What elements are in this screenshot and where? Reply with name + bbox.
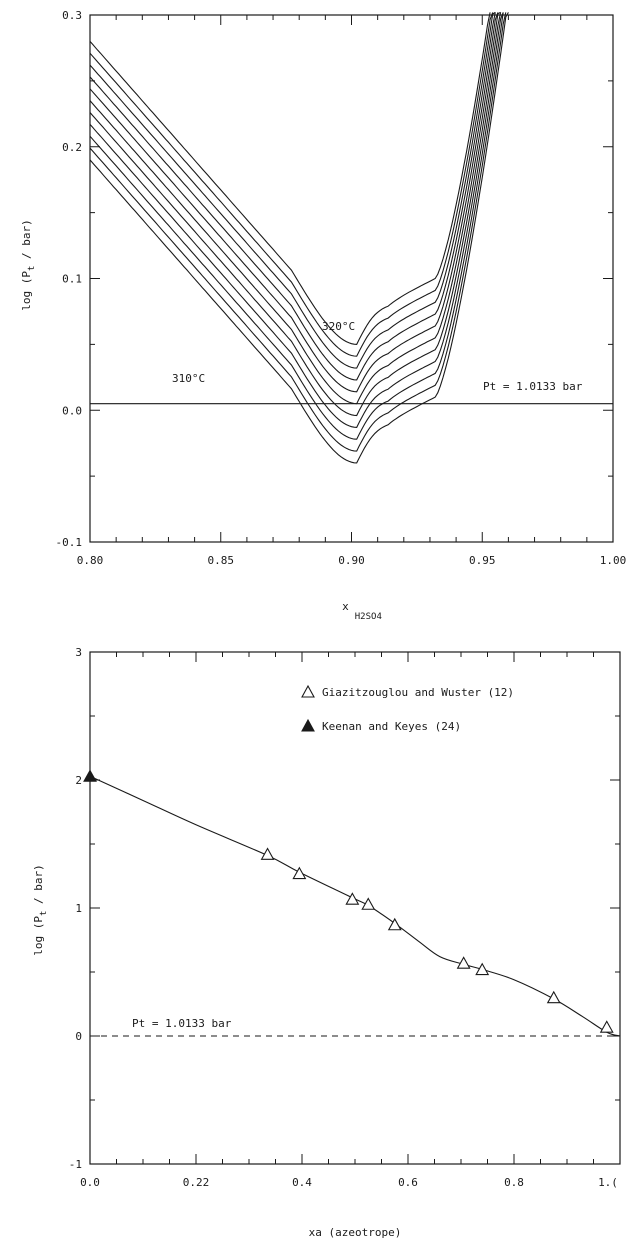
bottom-y-label-pre: log (P <box>32 916 45 956</box>
top-curve-line <box>89 12 507 452</box>
top-y-tick-label: 0.0 <box>62 404 82 417</box>
bottom-x-tick-label: 0.8 <box>504 1176 524 1189</box>
top-curve-line <box>89 12 496 381</box>
legend-filled-triangle-icon <box>301 718 315 732</box>
data-point-giazitzouglou <box>599 1020 614 1033</box>
bottom-x-tick-label: 0.4 <box>292 1176 312 1189</box>
legend-entry-giazitzouglou: Giazitzouglou and Wuster (12) <box>301 684 514 699</box>
legend-open-triangle-icon <box>301 684 315 698</box>
annotation-pt-line: Pt = 1.0133 bar <box>483 380 583 393</box>
bottom-data-points <box>83 769 614 1033</box>
top-curves <box>89 11 509 464</box>
annotation-310c: 310°C <box>172 372 205 385</box>
top-y-label-pre: log (P <box>20 271 33 311</box>
top-x-label-main: x <box>342 600 349 613</box>
top-y-tick-label: 0.1 <box>62 273 82 286</box>
top-y-axis-label: log (Pt / bar) <box>20 219 37 311</box>
top-y-tick-label: -0.1 <box>56 536 83 549</box>
top-plot-frame <box>89 14 614 543</box>
top-y-label-post: / bar) <box>20 219 33 265</box>
top-y-tick-label: 0.3 <box>62 9 82 22</box>
top-ticks: 0.80 0.85 0.90 0.95 1.00 -0.1 0.0 0.1 0.2 0.3 <box>56 9 626 567</box>
bottom-y-label-post: / bar) <box>32 864 45 910</box>
bottom-reference-label: Pt = 1.0133 bar <box>132 1017 232 1030</box>
top-x-tick-label: 0.95 <box>469 554 496 567</box>
top-x-axis-label: x H2SO4 <box>342 600 382 622</box>
bottom-fit-curve <box>89 775 621 1037</box>
data-point-giazitzouglou <box>345 892 360 905</box>
top-x-label-sub: H2SO4 <box>355 612 382 622</box>
top-curve-line <box>89 12 494 357</box>
top-curve-line <box>89 12 504 440</box>
top-curve-line <box>89 11 501 405</box>
top-chart: 0.80 0.85 0.90 0.95 1.00 -0.1 0.0 0.1 0.2 0.3 320… <box>20 9 626 622</box>
top-y-tick-label: 0.2 <box>62 141 82 154</box>
top-x-tick-label: 0.80 <box>77 554 104 567</box>
bottom-x-tick-label: 1.( <box>598 1176 618 1189</box>
bottom-y-axis-label: log (Pt / bar) <box>32 864 49 956</box>
annotation-320c: 320°C <box>322 320 355 333</box>
legend-label-giazitzouglou: Giazitzouglou and Wuster (12) <box>322 686 514 699</box>
bottom-y-tick-label: -1 <box>69 1158 82 1171</box>
top-x-tick-label: 1.00 <box>600 554 626 567</box>
bottom-chart: 0.0 0.22 0.4 0.6 0.8 1.( -1 0 1 2 3 Pt = 1.0133 ba… <box>32 646 621 1239</box>
top-curve-line <box>89 12 509 464</box>
top-y-label-sub: t <box>27 266 37 271</box>
top-curve-line <box>89 12 491 345</box>
top-curve-line <box>89 11 496 369</box>
data-point-giazitzouglou <box>361 897 376 910</box>
top-x-tick-label: 0.85 <box>208 554 235 567</box>
bottom-y-tick-label: 0 <box>75 1030 82 1043</box>
data-point-giazitzouglou <box>456 956 471 969</box>
bottom-x-tick-label: 0.6 <box>398 1176 418 1189</box>
bottom-x-tick-label: 0.0 <box>80 1176 100 1189</box>
legend-entry-keenan: Keenan and Keyes (24) <box>301 718 461 733</box>
top-curve-line <box>89 12 502 417</box>
bottom-y-tick-label: 2 <box>75 774 82 787</box>
bottom-y-label-sub: t <box>39 911 49 916</box>
data-point-giazitzouglou <box>387 917 402 931</box>
top-curve-line <box>89 12 499 393</box>
data-point-giazitzouglou <box>475 962 490 976</box>
bottom-y-tick-label: 1 <box>75 902 82 915</box>
top-x-tick-label: 0.90 <box>338 554 365 567</box>
bottom-x-tick-label: 0.22 <box>183 1176 210 1189</box>
legend-label-keenan: Keenan and Keyes (24) <box>322 720 461 733</box>
data-point-giazitzouglou <box>546 990 561 1004</box>
bottom-x-axis-label: xa (azeotrope) <box>309 1226 402 1239</box>
data-point-keenan <box>83 769 97 782</box>
bottom-legend: Giazitzouglou and Wuster (12) Keenan and… <box>301 684 514 733</box>
top-curve-line <box>89 12 504 428</box>
bottom-y-tick-label: 3 <box>75 646 82 659</box>
data-point-giazitzouglou <box>260 847 275 860</box>
data-point-giazitzouglou <box>292 866 307 880</box>
